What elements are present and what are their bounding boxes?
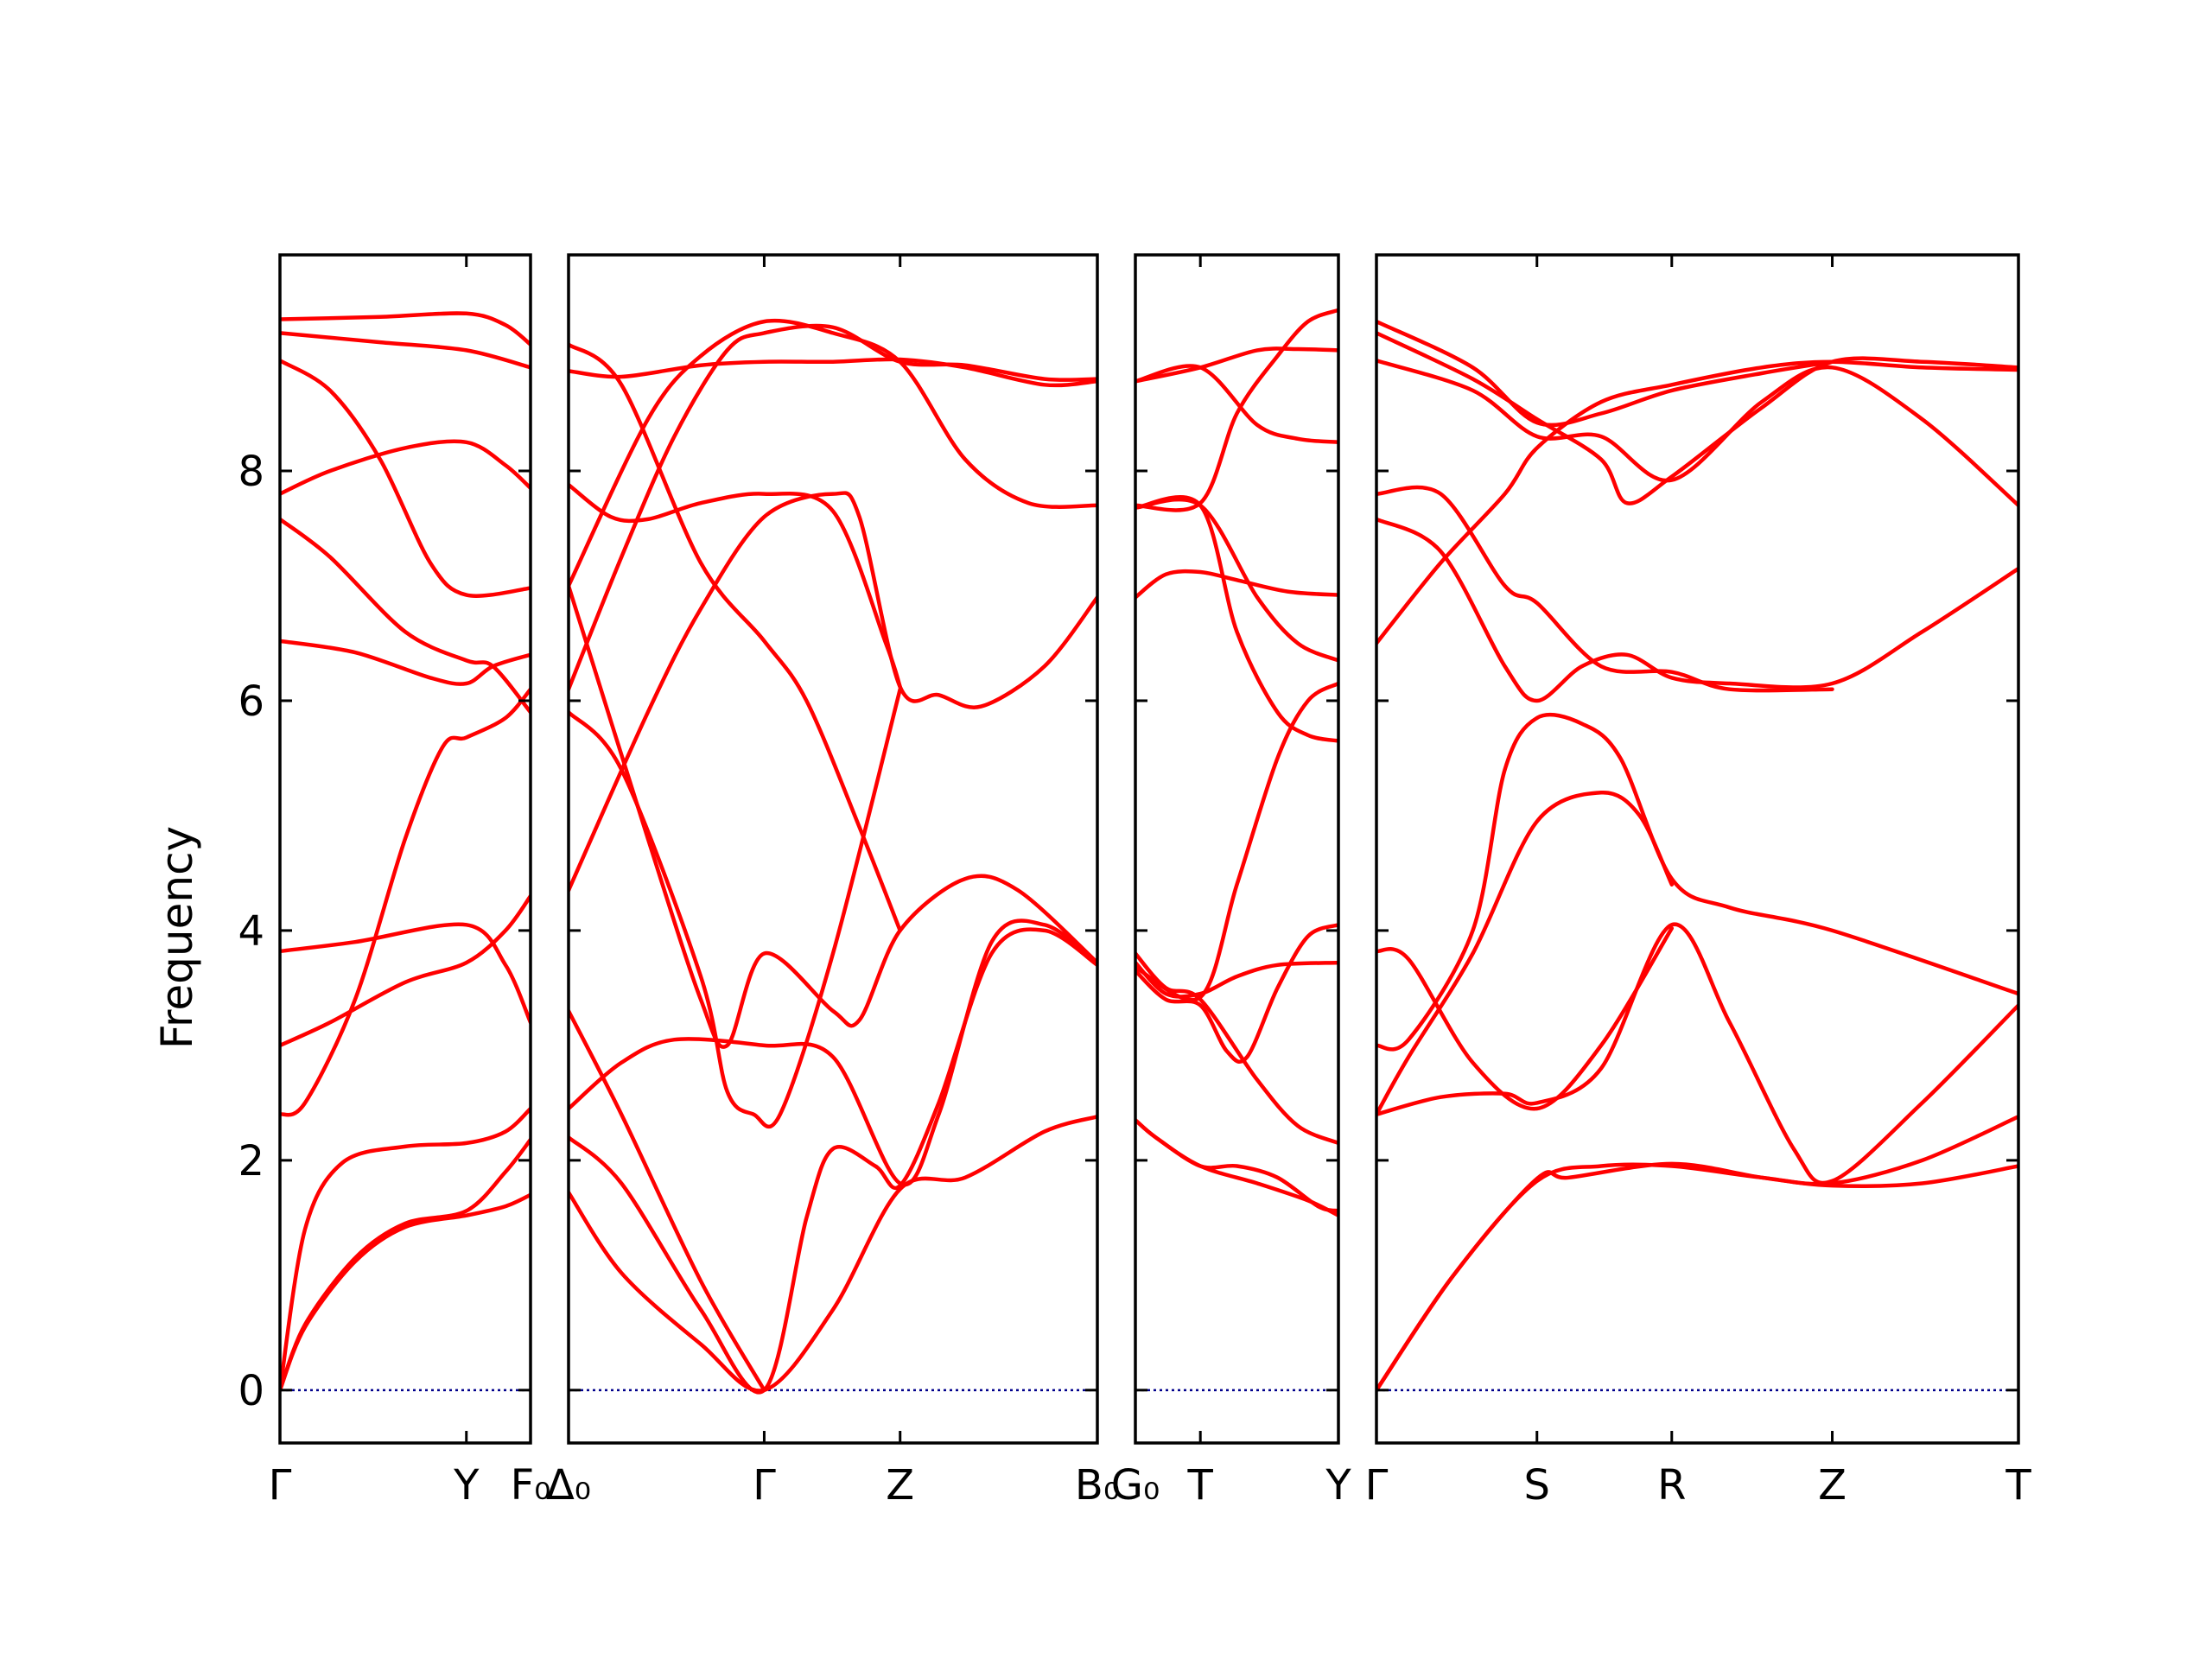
band-line <box>1135 951 1338 1146</box>
x-tick-label: Γ <box>269 1461 292 1510</box>
band-line <box>569 342 902 933</box>
band-line <box>1135 681 1338 1002</box>
band-line <box>1376 791 1675 1116</box>
band-line <box>569 927 1097 1395</box>
x-tick-label: Γ <box>753 1461 776 1510</box>
y-tick-label: 6 <box>238 677 264 726</box>
x-tick-label: Y <box>1325 1461 1351 1510</box>
band-line <box>1135 569 1338 600</box>
band-line <box>280 359 531 598</box>
band-line <box>280 439 531 496</box>
x-tick-label: T <box>2005 1461 2031 1510</box>
bands-layer <box>280 308 2018 1395</box>
band-line <box>1135 494 1338 743</box>
band-line <box>280 922 531 1025</box>
band-line <box>1376 485 1834 693</box>
x-tick-label: Z <box>886 1461 914 1510</box>
band-line <box>569 323 1097 691</box>
band-line <box>1376 1161 2018 1393</box>
panel-1-bands <box>280 311 531 1393</box>
band-line <box>1135 923 1338 1064</box>
band-line <box>569 318 1097 588</box>
frames-layer <box>278 253 2020 1445</box>
band-line <box>1376 331 2018 505</box>
x-tick-label: R <box>1657 1461 1686 1510</box>
panel-1-frame <box>278 253 532 1445</box>
band-line <box>1376 922 2018 1185</box>
panel-2-frame <box>567 253 1099 1445</box>
band-line <box>1135 346 1338 384</box>
band-line <box>569 918 1097 1187</box>
band-line <box>569 491 1097 893</box>
x-tick-label: Z <box>1818 1461 1847 1510</box>
band-line <box>1376 517 2018 703</box>
x-tick-label: Γ <box>1365 1461 1389 1510</box>
band-line <box>1135 497 1338 663</box>
band-line <box>1376 319 1834 428</box>
x-tick-label: Δ₀ <box>546 1461 591 1510</box>
panel-4-frame <box>1375 253 2020 1445</box>
panel-2-bands <box>569 318 1097 1395</box>
x-tick-label: T <box>1187 1461 1214 1510</box>
y-tick-label: 0 <box>238 1367 264 1415</box>
panel-4-bands <box>1376 319 2018 1393</box>
band-line <box>280 1137 531 1393</box>
band-line <box>1135 308 1338 512</box>
panel-3-frame <box>1134 253 1340 1445</box>
band-line <box>280 893 531 1048</box>
y-tick-label: 2 <box>238 1137 264 1185</box>
y-tick-label: 8 <box>238 448 264 496</box>
band-line <box>280 687 531 1117</box>
band-line <box>280 639 531 686</box>
x-tick-label: Y <box>453 1461 480 1510</box>
ticks-layer <box>278 255 2020 1443</box>
band-line <box>1376 713 2018 1052</box>
y-tick-label: 4 <box>238 907 264 956</box>
x-tick-label: B₀ <box>1075 1461 1120 1510</box>
band-line <box>569 583 1097 1049</box>
band-line <box>569 1008 766 1393</box>
x-tick-label: F₀ <box>511 1461 551 1510</box>
band-line <box>569 482 902 690</box>
band-line <box>280 311 531 346</box>
y-axis-title: Frequency <box>152 826 202 1049</box>
band-line <box>280 331 531 370</box>
band-line <box>1135 960 1338 999</box>
band-line <box>1135 1118 1338 1213</box>
band-line <box>1135 364 1338 445</box>
panel-3-bands <box>1135 308 1338 1392</box>
band-line <box>1376 926 1675 1111</box>
band-line <box>1376 359 2018 508</box>
x-tick-label: S <box>1524 1461 1550 1510</box>
band-line <box>280 1106 531 1393</box>
x-tick-label: G₀ <box>1111 1461 1160 1510</box>
band-line <box>569 1115 1097 1393</box>
band-line <box>569 357 1097 388</box>
band-line <box>569 687 902 1129</box>
band-line <box>280 517 531 715</box>
